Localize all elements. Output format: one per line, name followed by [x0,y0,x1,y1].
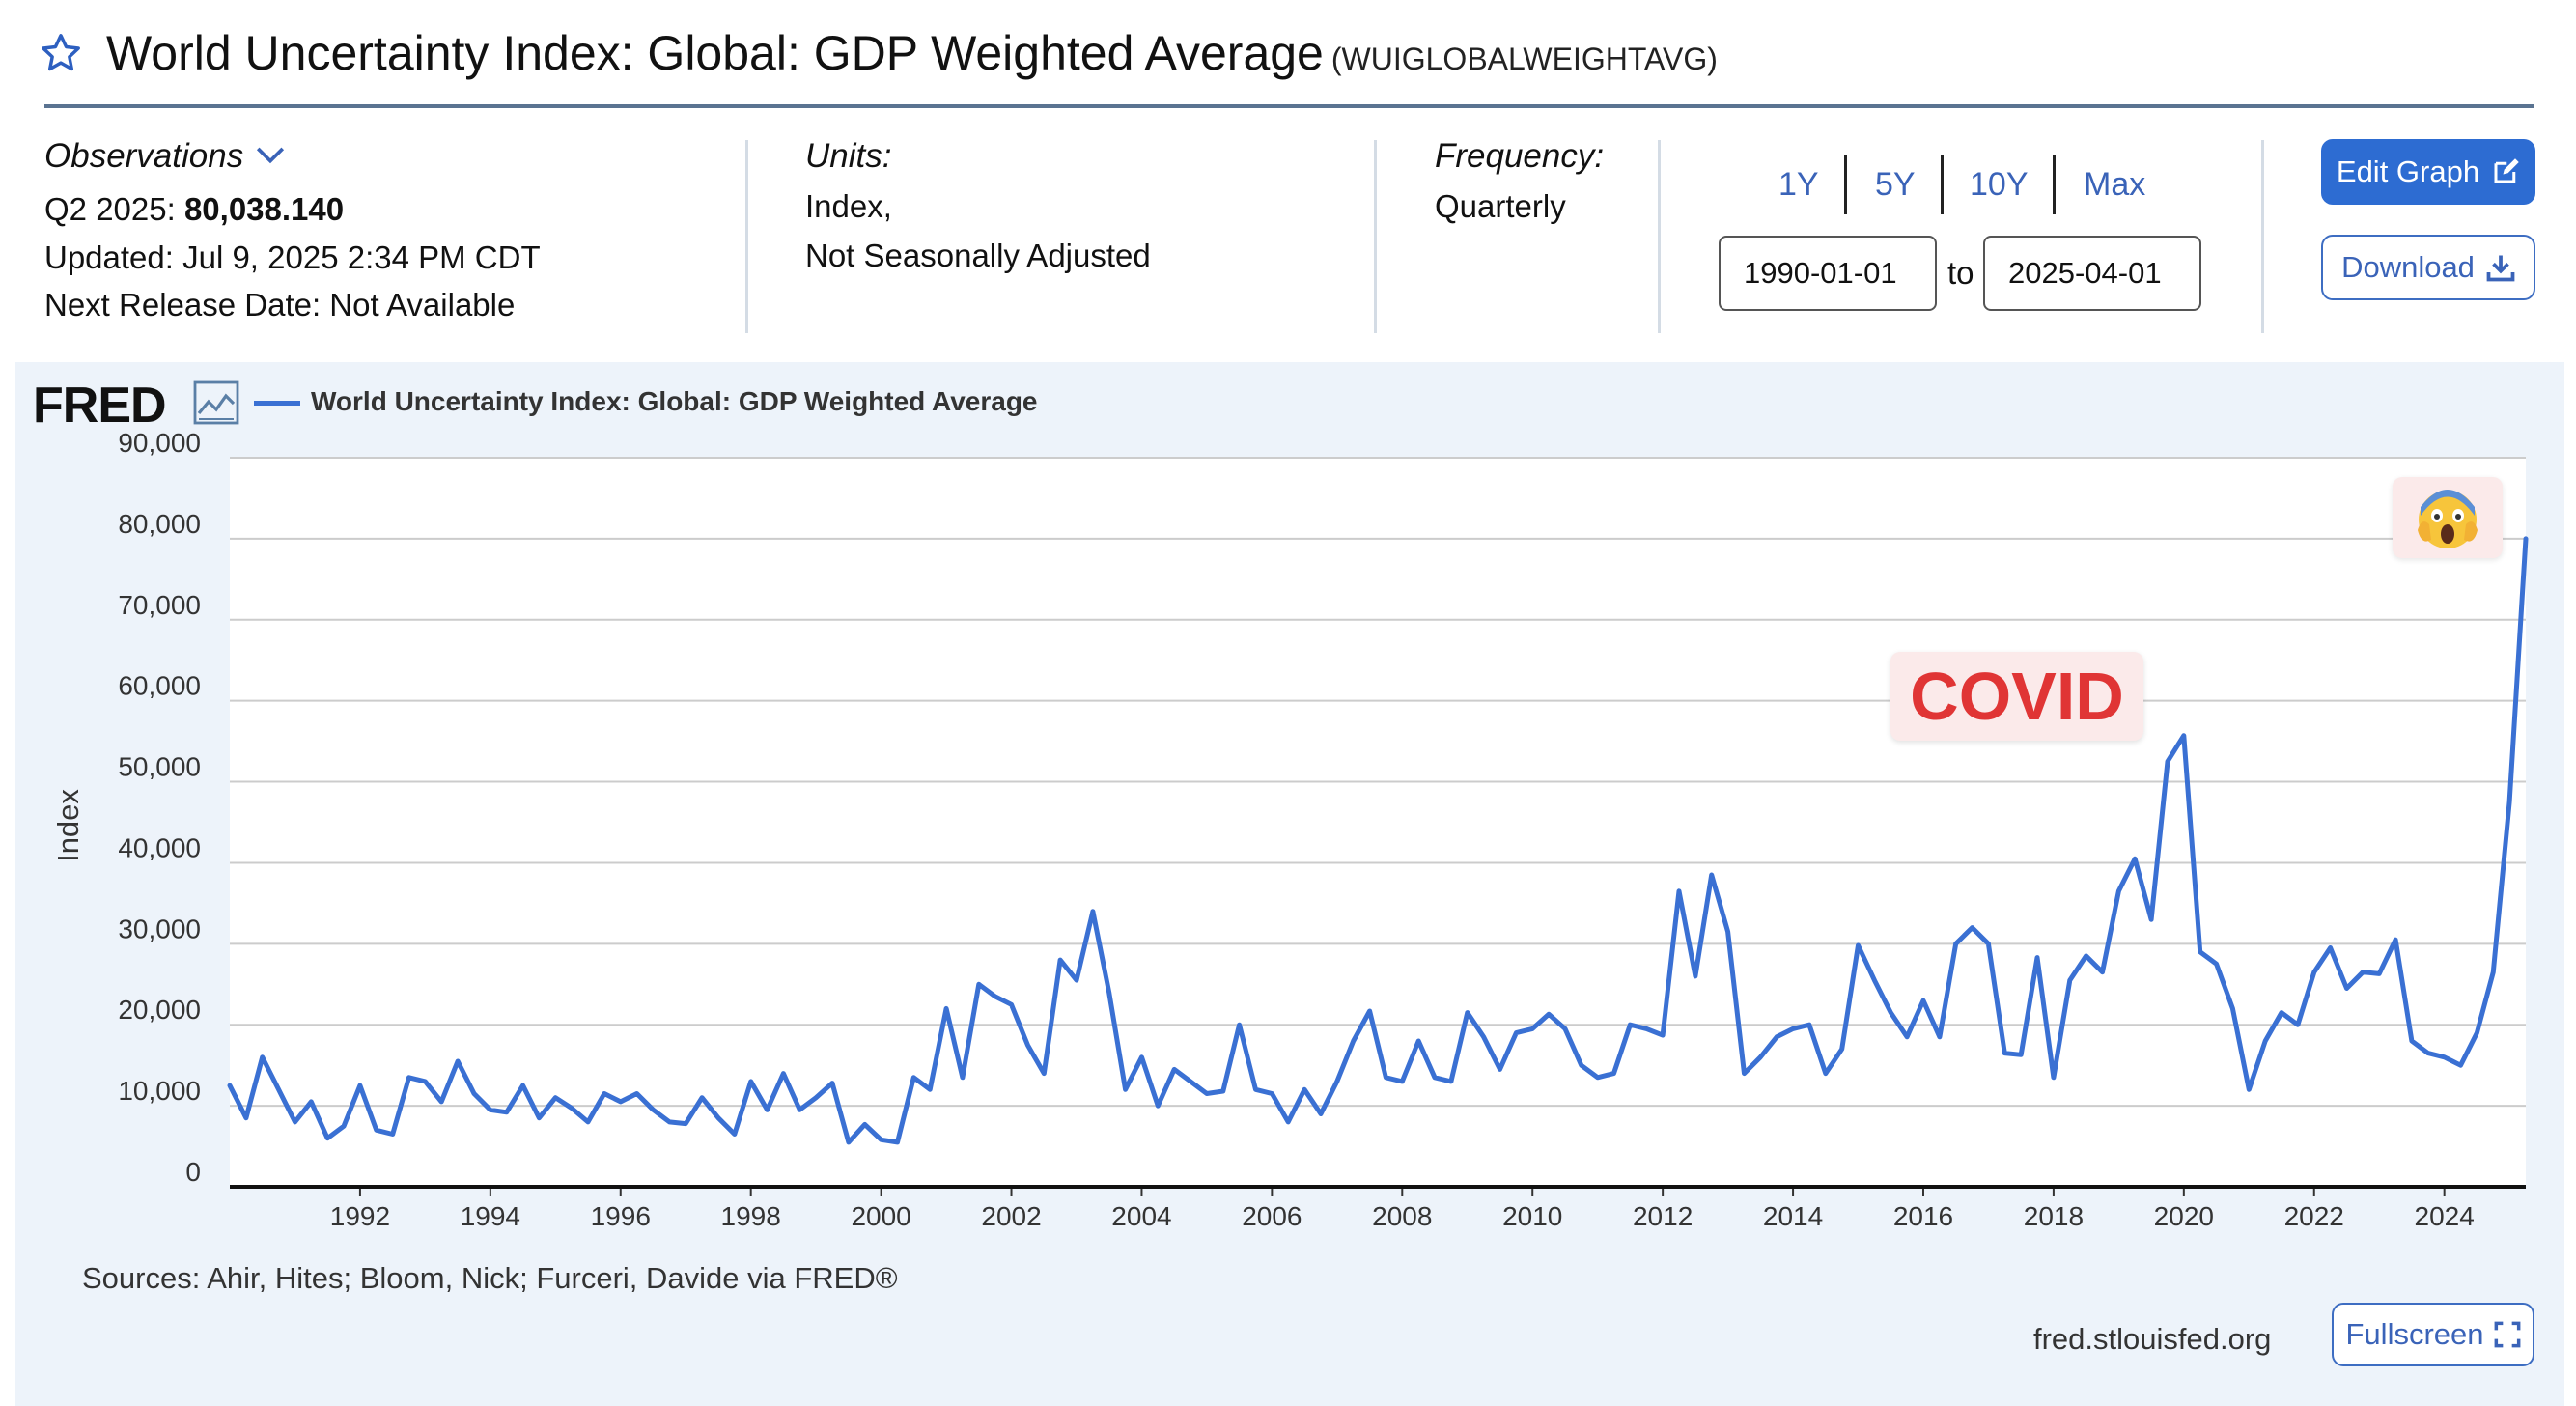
series-id: (WUIGLOBALWEIGHTAVG) [1330,42,1718,76]
y-tick-label: 40,000 [118,832,201,862]
y-tick-label: 80,000 [118,509,201,539]
fullscreen-button[interactable]: Fullscreen [2332,1303,2534,1366]
x-tick-label: 2014 [1763,1201,1823,1231]
screaming-face-icon [2418,490,2478,548]
units-label: Units: [805,137,892,175]
range-separator [1941,155,1944,214]
title-divider [44,104,2534,108]
range-max-button[interactable]: Max [2084,166,2146,203]
updated-text: Updated: Jul 9, 2025 2:34 PM CDT [44,239,541,275]
x-tick-label: 1996 [591,1201,651,1231]
latest-period: Q2 2025: [44,191,176,227]
next-release-text: Next Release Date: Not Available [44,287,516,323]
site-link[interactable]: fred.stlouisfed.org [2033,1322,2272,1356]
x-tick-label: 2018 [2024,1201,2084,1231]
observations-toggle[interactable]: Observations [44,137,287,176]
y-tick-label: 70,000 [118,590,201,620]
fred-logo: FRED [33,378,167,434]
range-separator [1844,155,1847,214]
chevron-down-icon [256,147,284,164]
sources-text: Sources: Ahir, Hites; Bloom, Nick; Furce… [82,1261,898,1295]
legend-swatch [254,401,300,406]
range-5y-button[interactable]: 5Y [1875,166,1916,203]
frequency-value: Quarterly [1435,188,1566,224]
y-axis-ticks: 0 10,000 20,000 30,000 40,000 50,000 60,000 70,… [118,428,201,1187]
y-tick-label: 30,000 [118,914,201,943]
x-tick-label: 2024 [2415,1201,2475,1231]
y-axis-label: Index [51,789,85,862]
x-tick-label: 1992 [330,1201,390,1231]
y-tick-label: 10,000 [118,1076,201,1106]
series-title: World Uncertainty Index: Global: GDP Wei… [106,26,1324,80]
fred-chart-icon [193,380,239,430]
series-group [227,536,2529,1145]
download-button[interactable]: Download [2321,235,2535,300]
fullscreen-icon [2494,1321,2520,1348]
x-tick-label: 2004 [1111,1201,1171,1231]
y-tick-label: 20,000 [118,995,201,1025]
edit-graph-button[interactable]: Edit Graph [2321,139,2535,205]
y-tick-label: 90,000 [118,428,201,458]
range-1y-button[interactable]: 1Y [1778,166,1819,203]
observations-label: Observations [44,137,244,175]
x-axis-ticks: 1992 1994 1996 1998 2000 2002 2004 2006 2008 2010… [330,1187,2475,1231]
plot-background [230,458,2526,1187]
range-10y-button[interactable]: 10Y [1970,166,2029,203]
start-date-input[interactable]: 1990-01-01 [1719,236,1937,311]
units-line2: Not Seasonally Adjusted [805,238,1151,273]
x-tick-label: 2006 [1242,1201,1302,1231]
frequency-label: Frequency: [1435,137,1605,175]
x-tick-label: 2000 [851,1201,910,1231]
line-chart: 0 10,000 20,000 30,000 40,000 50,000 60,000 70,… [51,428,2529,1231]
fullscreen-label: Fullscreen [2345,1317,2484,1351]
x-tick-label: 2022 [2284,1201,2344,1231]
x-tick-label: 1998 [721,1201,781,1231]
date-range-to: to [1947,255,1974,291]
y-tick-label: 60,000 [118,671,201,701]
x-tick-label: 2020 [2154,1201,2214,1231]
latest-value: 80,038.140 [183,191,345,227]
x-tick-label: 2008 [1372,1201,1432,1231]
download-label: Download [2341,250,2475,284]
x-tick-label: 2010 [1502,1201,1562,1231]
edit-icon [2494,158,2519,183]
latest-observation: Q2 2025: 80,038.140 [44,191,344,228]
column-divider [1658,140,1661,333]
covid-annotation: COVID [1890,652,2143,741]
page-title: World Uncertainty Index: Global: GDP Wei… [106,25,1718,81]
column-divider [2261,140,2264,333]
column-divider [1374,140,1377,333]
y-tick-label: 50,000 [118,752,201,782]
column-divider [745,140,748,333]
x-tick-label: 1994 [461,1201,520,1231]
shocked-face-annotation [2393,477,2503,558]
end-date-input[interactable]: 2025-04-01 [1983,236,2201,311]
download-icon [2486,255,2515,282]
series-line [227,536,2529,1145]
x-tick-label: 2012 [1633,1201,1693,1231]
favorite-star-icon[interactable] [39,31,83,80]
x-tick-label: 2002 [981,1201,1041,1231]
edit-graph-label: Edit Graph [2336,155,2480,188]
y-tick-label: 0 [185,1157,201,1187]
grid-lines [230,457,2526,1187]
units-line1: Index, [805,188,892,224]
legend-label: World Uncertainty Index: Global: GDP Wei… [311,386,1038,416]
range-separator [2053,155,2056,214]
x-tick-label: 2016 [1893,1201,1953,1231]
